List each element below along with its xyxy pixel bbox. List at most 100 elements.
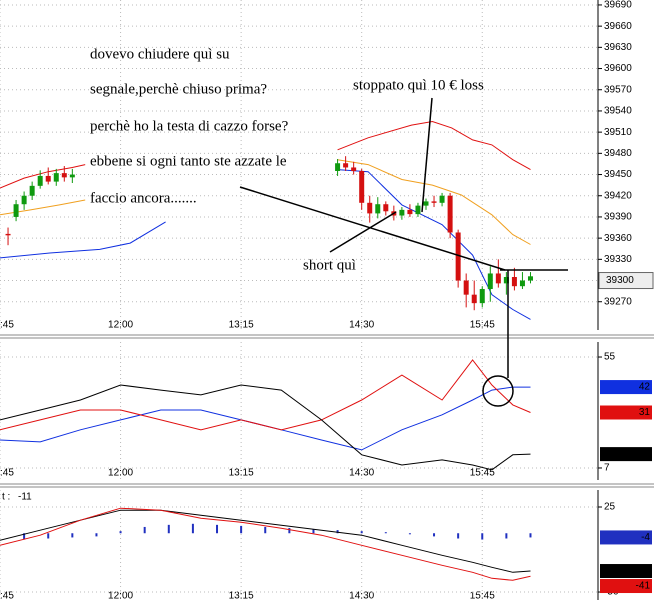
annotation: faccio ancora....... — [90, 190, 197, 206]
candle-body — [5, 233, 11, 236]
value-label: -41 — [636, 581, 651, 592]
header-label: t : — [2, 492, 10, 503]
candle-body — [527, 276, 533, 281]
value-label: -36 — [636, 566, 651, 577]
y-tick-label: 7 — [604, 463, 610, 474]
candle-body — [69, 174, 75, 178]
candle-body — [383, 204, 389, 212]
indicator-line — [0, 386, 531, 451]
candle-body — [423, 201, 429, 206]
value-label: 42 — [639, 382, 651, 393]
candle-body — [375, 204, 381, 214]
candle-body — [503, 277, 509, 284]
y-tick-label: 39630 — [604, 42, 632, 53]
y-tick-label: 39570 — [604, 84, 632, 95]
candle-body — [13, 204, 19, 217]
x-tick-label: 14:30 — [349, 320, 374, 331]
annotation: perchè ho la testa di cazzo forse? — [90, 118, 289, 134]
x-tick-label: :45 — [0, 591, 14, 602]
value-box — [600, 579, 652, 594]
x-tick-label: :45 — [0, 320, 14, 331]
candle-body — [29, 185, 35, 196]
annotation: stoppato quì 10 € loss — [353, 77, 484, 93]
candle-body — [511, 277, 517, 287]
x-tick-label: 15:45 — [470, 320, 495, 331]
candle-body — [351, 167, 357, 172]
x-tick-label: 12:00 — [108, 468, 133, 479]
candle-body — [367, 202, 373, 214]
candle-body — [455, 232, 461, 281]
indicator-line — [0, 384, 531, 471]
value-label: -4 — [641, 532, 650, 543]
y-tick-label: 39390 — [604, 212, 632, 223]
x-tick-label: 13:15 — [229, 591, 254, 602]
candle-body — [463, 280, 469, 295]
candle-body — [359, 171, 365, 203]
x-tick-label: 13:15 — [229, 468, 254, 479]
x-tick-label: 14:30 — [349, 591, 374, 602]
y-tick-label: 39450 — [604, 169, 632, 180]
annotation: dovevo chiudere quì su — [90, 46, 230, 62]
header-value: -11 — [18, 492, 32, 503]
value-box — [600, 447, 652, 462]
candle-body — [519, 280, 525, 287]
x-tick-label: 12:00 — [108, 591, 133, 602]
x-tick-label: 14:30 — [349, 468, 374, 479]
stroke — [239, 186, 506, 271]
candle-body — [335, 163, 341, 172]
stroke — [329, 211, 397, 253]
x-tick-label: 12:00 — [108, 320, 133, 331]
y-tick-label: 39540 — [604, 106, 632, 117]
candle-body — [53, 173, 59, 182]
candle-body — [431, 201, 437, 203]
x-tick-label: 15:45 — [470, 468, 495, 479]
candle-body — [21, 195, 27, 205]
indicator-line — [0, 359, 531, 431]
y-tick-label: 39420 — [604, 190, 632, 201]
candle-body — [399, 209, 405, 216]
y-tick-label: 39690 — [604, 0, 632, 11]
value-label: 31 — [639, 407, 651, 418]
value-box — [600, 405, 652, 420]
y-tick-label: 39480 — [604, 148, 632, 159]
price-box — [598, 272, 654, 290]
candle-body — [479, 289, 485, 304]
stroke — [421, 97, 433, 213]
x-tick-label: 15:45 — [470, 591, 495, 602]
value-label: 13 — [639, 449, 651, 460]
annotation-strokes — [239, 97, 568, 407]
candle-body — [415, 205, 421, 215]
value-box — [600, 564, 652, 579]
value-box — [600, 530, 652, 545]
candle-body — [407, 209, 413, 215]
candle-body — [495, 273, 501, 284]
y-tick-label: 39270 — [604, 296, 632, 307]
x-tick-label: :45 — [0, 468, 14, 479]
y-tick-label: 39660 — [604, 21, 632, 32]
candle-body — [61, 173, 67, 178]
annotation: segnale,perchè chiuso prima? — [90, 81, 267, 97]
y-tick-label: 39360 — [604, 233, 632, 244]
y-tick-label: 55 — [604, 352, 616, 363]
candle-body — [439, 195, 445, 203]
annotation: ebbene si ogni tanto ste azzate le — [90, 153, 287, 169]
price-label: 39300 — [606, 275, 634, 286]
stroke-circle — [482, 375, 514, 407]
candle-body — [471, 294, 477, 304]
x-tick-label: 13:15 — [229, 320, 254, 331]
y-tick-label: 39600 — [604, 63, 632, 74]
candle-body — [447, 195, 453, 233]
y-tick-label: 39330 — [604, 254, 632, 265]
indicator-line — [0, 507, 531, 581]
y-tick-label: 25 — [604, 502, 616, 513]
candle-body — [487, 273, 493, 290]
candle-body — [45, 175, 51, 182]
candle-body — [37, 175, 43, 186]
candle-body — [343, 163, 349, 168]
y-tick-label: 39510 — [604, 127, 632, 138]
annotation: short quì — [303, 257, 356, 273]
indicator-line — [0, 509, 531, 573]
